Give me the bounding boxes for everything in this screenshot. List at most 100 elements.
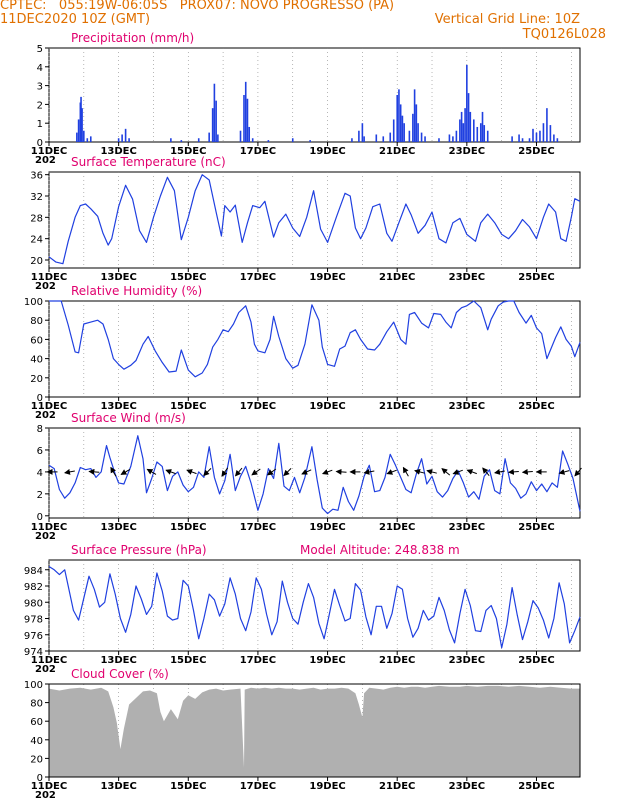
precipitation-bar [549,125,552,142]
wind-direction-arrow [186,469,197,475]
wind-direction-arrow [494,468,505,475]
humidity-x-tick-label: 13DEC [100,401,136,412]
precipitation-frame [48,47,581,143]
precipitation-bar [389,132,392,142]
precipitation-x-tick-label: 13DEC [100,146,136,157]
precipitation-bar [417,123,419,142]
humidity-frame [48,300,581,398]
precipitation-bar [239,130,242,142]
wind-direction-arrow [221,467,229,477]
precipitation-bar [291,138,294,142]
pressure-y-tick-label: 982 [24,582,43,593]
precipitation-bar [486,130,489,142]
temperature-y-tick-label: 36 [30,171,43,182]
precipitation-bar [208,132,210,142]
wind-direction-arrow [146,468,157,475]
wind-direction-arrow [507,468,519,475]
wind-direction-arrow [441,468,451,476]
precipitation-bar [89,136,92,142]
precipitation-bar [351,138,353,142]
precipitation-bar [243,95,245,142]
precipitation-bar [180,140,183,142]
precipitation-y-tick-label: 4 [37,63,43,74]
humidity-x-tick-label: 15DEC [170,401,206,412]
precipitation-bar [467,93,470,142]
wind-direction-arrow [574,467,582,477]
wind-direction-arrow [266,468,277,476]
wind-x-tick-label: 13DEC [100,522,136,533]
precipitation-bar [197,138,200,142]
precipitation-x-tick-label: 19DEC [309,146,345,157]
precipitation-bar [392,119,395,142]
precipitation-bar [413,89,416,142]
header-model-id: TQ0126L028 [522,27,606,42]
precipitation-bar [518,134,520,142]
precipitation-bar [80,96,82,142]
precipitation-bar [452,136,454,142]
cloud-cover-y-tick-label: 60 [30,717,43,728]
temperature-y-tick-label: 20 [30,256,43,267]
wind-direction-arrow [386,469,397,475]
humidity-y-tick-label: 40 [30,355,43,366]
precipitation-bar [455,130,458,142]
wind-direction-arrow [402,466,409,477]
model-altitude-label: Model Altitude: 248.838 m [300,543,460,557]
precipitation-bar [483,125,486,142]
cloud-cover-y-tick-label: 40 [30,736,43,747]
wind-direction-arrow [321,469,333,475]
wind-direction-arrow [426,469,437,475]
precipitation-bar [403,123,405,142]
pressure-x-tick-label: 17DEC [240,655,276,666]
precipitation-bar [546,108,548,142]
precipitation-bar [556,138,559,142]
wind-direction-arrow [64,468,75,475]
precipitation-bar [361,123,364,142]
wind-direction-arrow [335,468,347,475]
precipitation-bar [532,128,534,142]
precipitation-bar [77,119,80,142]
precipitation-x-tick-label: 15DEC [170,146,206,157]
pressure-x-tick-label: 25DEC [518,655,554,666]
precipitation-y-tick-label: 5 [37,44,43,55]
temperature-x-tick-label: 25DEC [518,272,554,283]
precipitation-bar [358,130,360,142]
precipitation-bar [363,136,365,142]
precipitation-bar [211,108,214,142]
pressure-series-line [48,565,581,649]
wind-x-tick-label: 23DEC [449,522,485,533]
wind-x-tick-label: 19DEC [309,522,345,533]
humidity-x-tick-label: 11DEC [31,401,67,412]
precipitation-bar [267,140,270,142]
humidity-x-sublabel: 202 [35,410,56,421]
precipitation-bar [412,113,414,142]
cloud-cover-title: Cloud Cover (%) [71,667,169,681]
wind-x-tick-label: 15DEC [170,522,206,533]
wind-direction-arrow [558,469,570,475]
precipitation-bar [309,140,311,142]
humidity-y-tick-label: 100 [24,297,43,308]
precipitation-bar [382,136,385,142]
temperature-title: Surface Temperature (nC) [71,155,226,169]
wind-direction-arrow [521,468,533,475]
temperature-y-tick-label: 32 [30,192,43,203]
precipitation-bar [401,115,404,142]
humidity-y-tick-label: 60 [30,335,43,346]
precipitation-bar [86,138,89,142]
precipitation-bar [473,119,475,142]
humidity-y-tick-label: 80 [30,316,43,327]
precipitation-bar [424,136,426,142]
precipitation-bar [128,138,130,142]
precipitation-y-tick-label: 0 [37,138,43,149]
temperature-x-tick-label: 21DEC [379,272,415,283]
precipitation-bar [215,100,217,142]
wind-x-tick-label: 25DEC [518,522,554,533]
wind-title: Surface Wind (m/s) [71,411,186,425]
temperature-x-tick-label: 15DEC [170,272,206,283]
temperature-x-tick-label: 19DEC [309,272,345,283]
precipitation-x-tick-label: 21DEC [379,146,415,157]
precipitation-bar [466,64,468,142]
temperature-x-sublabel: 202 [35,281,56,292]
cloud-cover-x-sublabel: 202 [35,790,56,800]
wind-y-tick-label: 8 [37,424,43,435]
